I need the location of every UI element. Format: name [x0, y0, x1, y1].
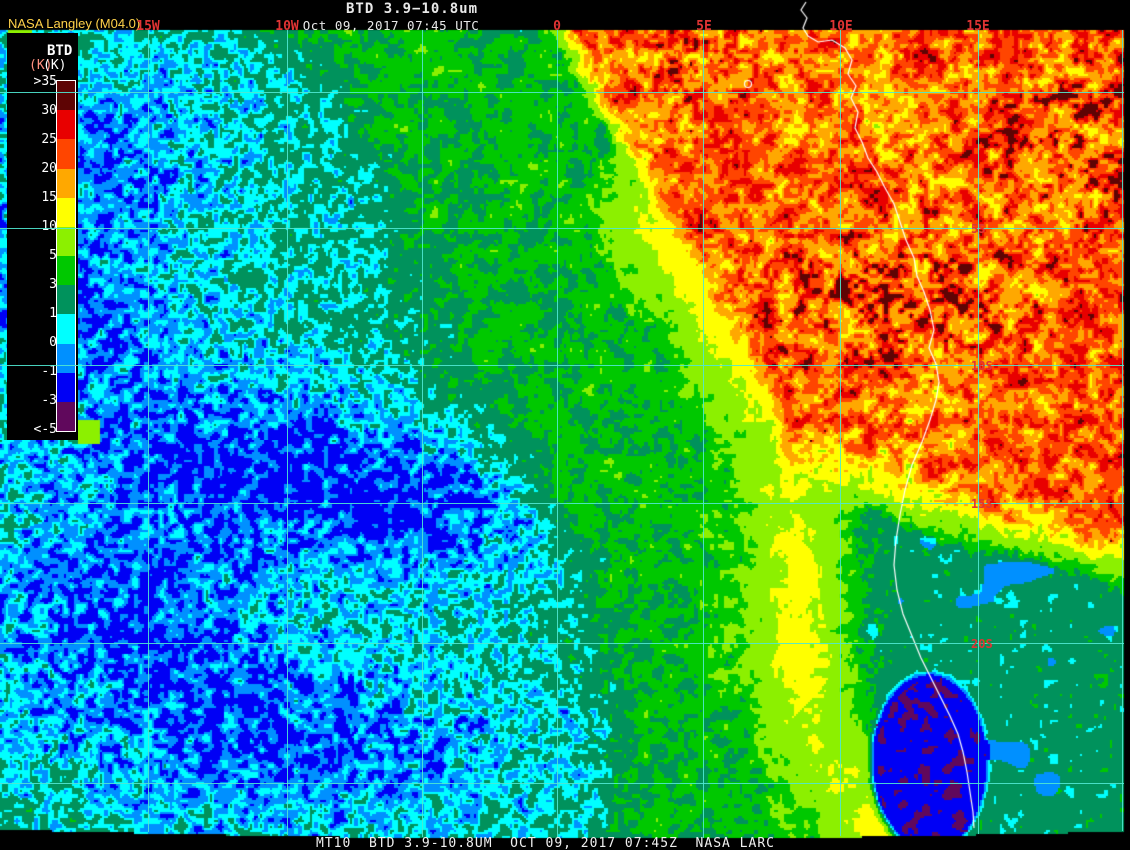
colorbar-swatch: [57, 81, 75, 111]
colorbar-label: >35: [33, 74, 57, 89]
timestamp: Oct 09, 2017 07:45 UTC: [302, 18, 480, 33]
latitude-gridline: [0, 365, 1124, 366]
colorbar-label: 15: [41, 190, 57, 205]
colorbar-label: 5: [49, 248, 57, 263]
colorbar-label: -3: [41, 393, 57, 408]
colorbar-swatch: [57, 197, 75, 228]
latitude-gridline: [0, 92, 1124, 93]
colorbar-swatch: [57, 372, 75, 403]
latitude-gridline: [0, 783, 1124, 784]
colorbar-swatch: [57, 168, 75, 199]
longitude-gridline: [148, 30, 149, 833]
legend-units: (K): [43, 58, 67, 73]
latitude-label: 5S: [971, 222, 986, 236]
colorbar-swatch: [57, 343, 75, 374]
colorbar-label: 25: [41, 132, 57, 147]
latitude-gridline: [0, 503, 1124, 504]
longitude-label: 0: [553, 19, 561, 34]
colorbar-label: 20: [41, 161, 57, 176]
latitude-label: 15S: [971, 497, 993, 511]
longitude-label: 15E: [966, 19, 990, 34]
page-title: BTD 3.9−10.8um: [345, 1, 479, 17]
colorbar-swatch: [57, 401, 75, 432]
colorbar-swatch: [57, 110, 75, 140]
colorbar-swatch: [57, 285, 75, 315]
longitude-gridline: [1122, 30, 1123, 831]
colorbar-swatch: [57, 314, 75, 344]
footer-caption: MT10 BTD 3.9-10.8UM OCT 09, 2017 07:45Z …: [316, 836, 775, 850]
colorbar-label: 30: [41, 103, 57, 118]
longitude-gridline: [287, 30, 288, 836]
source-label: NASA Langley (M04.0): [8, 16, 141, 31]
longitude-gridline: [978, 30, 979, 834]
colorbar-label: 10: [41, 219, 57, 234]
latitude-label: 10S: [971, 359, 993, 373]
longitude-gridline: [703, 30, 704, 838]
colorbar-legend: BTD (K) (K) >35 30 25 20 15 10 5 3 1 0 -1 -3 <-5: [7, 33, 78, 440]
legend-units-shadow: (K): [29, 58, 53, 73]
longitude-label: 5E: [696, 19, 712, 34]
colorbar-label: 1: [49, 306, 57, 321]
colorbar-label: 0: [49, 335, 57, 350]
colorbar-swatch: [57, 256, 75, 286]
colorbar-label: <-5: [33, 422, 57, 437]
longitude-label: 15W: [136, 19, 160, 34]
legend-title: BTD: [47, 43, 73, 59]
longitude-gridline: [422, 30, 423, 838]
longitude-gridline: [557, 30, 558, 838]
colorbar-swatch: [57, 139, 75, 169]
colorbar-label: -1: [41, 364, 57, 379]
longitude-gridline: [840, 30, 841, 837]
colorbar-swatch: [57, 226, 75, 257]
longitude-label: 10W: [275, 19, 299, 34]
latitude-gridline: [0, 643, 1124, 644]
latitude-label: 20S: [971, 637, 993, 651]
longitude-label: 10E: [829, 19, 853, 34]
colorbar: [56, 80, 76, 432]
latitude-gridline: [0, 228, 1124, 229]
colorbar-label: 3: [49, 277, 57, 292]
